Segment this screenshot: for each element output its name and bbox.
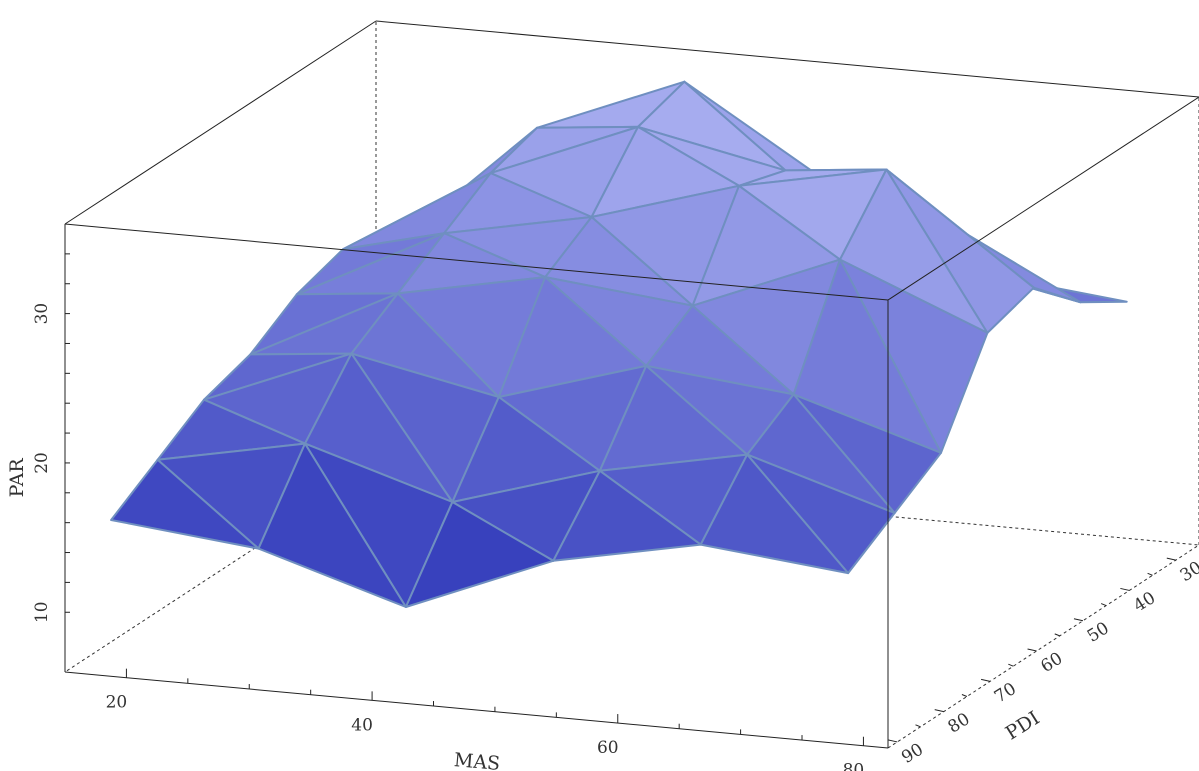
y-tick [1120,587,1130,591]
y-tick [961,694,968,697]
z-tick-label: 30 [32,303,52,325]
x-tick-label: 40 [351,715,373,735]
z-tick-label: 10 [32,601,52,623]
x-tick-label: 80 [843,761,865,771]
y-tick [1054,633,1060,637]
bounding-box-front [64,20,1199,749]
box-edge [887,544,1199,749]
box-edge [887,96,1199,301]
y-tick-label: 80 [945,709,974,737]
surface-facet [110,458,260,550]
z-tick-label: 20 [32,452,52,474]
surface-facet [699,453,850,575]
y-tick [1166,557,1176,561]
y-tick-label: 90 [898,739,927,767]
axis-ticks [65,253,1176,746]
y-tick [981,678,991,682]
z-axis-title: PAR [6,458,28,498]
y-tick [888,739,898,743]
y-tick [934,709,944,713]
y-axis-title: PDI [1002,707,1044,744]
surface-facet [552,469,702,562]
surface-mesh [110,80,1128,608]
y-tick [1147,572,1153,576]
x-axis-title: MAS [453,749,501,771]
surface-facet [404,501,555,608]
surface-facet [257,442,407,608]
box-edge [64,671,889,749]
y-tick-label: 40 [1130,588,1159,616]
x-tick-label: 60 [597,738,619,758]
y-tick-label: 60 [1037,649,1066,677]
y-tick [1027,648,1037,652]
y-tick-label: 50 [1084,618,1113,646]
y-tick-label: 30 [1177,558,1199,586]
y-tick [1100,603,1107,607]
box-edge [64,223,889,301]
y-tick [1073,618,1084,622]
box-edge [64,20,377,225]
box-edge [375,20,1199,98]
y-tick [915,724,921,728]
x-tick-label: 20 [106,693,128,713]
y-tick [1008,663,1014,667]
y-tick-label: 70 [991,679,1020,707]
